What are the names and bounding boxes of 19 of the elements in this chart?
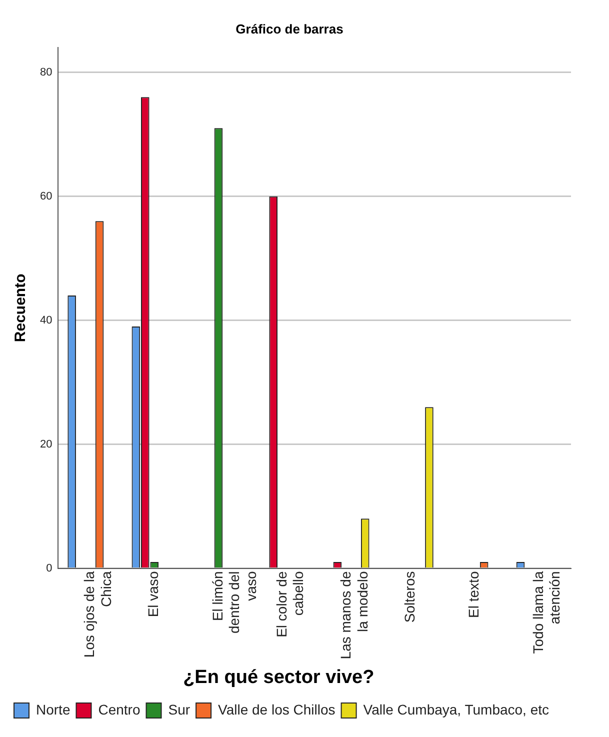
x-tick-label: El texto (466, 571, 482, 618)
x-tick-label: El limón dentro del vaso (209, 571, 259, 634)
legend-label: Valle Cumbaya, Tumbaco, etc (363, 701, 550, 718)
legend-label: Valle de los Chillos (218, 701, 336, 718)
x-tick-label: Los ojos de la Chica (81, 571, 114, 658)
legend-title: ¿En qué sector vive? (183, 666, 374, 688)
legend-label: Norte (36, 701, 70, 718)
legend-label: Centro (98, 701, 140, 718)
y-tick-label: 20 (40, 438, 52, 450)
chart-title: Gráfico de barras (236, 21, 344, 36)
y-tick-label: 40 (40, 314, 52, 326)
legend-label: Sur (168, 701, 190, 718)
x-tick-label: El vaso (145, 571, 162, 618)
y-tick-label: 80 (40, 66, 52, 78)
x-tick-label: Solteros (402, 571, 418, 623)
y-tick-label: 60 (40, 190, 52, 202)
y-tick-label: 0 (46, 562, 52, 574)
x-tick-label: Todo llama la atención (530, 571, 563, 654)
y-axis-title: Recuento (12, 274, 30, 342)
